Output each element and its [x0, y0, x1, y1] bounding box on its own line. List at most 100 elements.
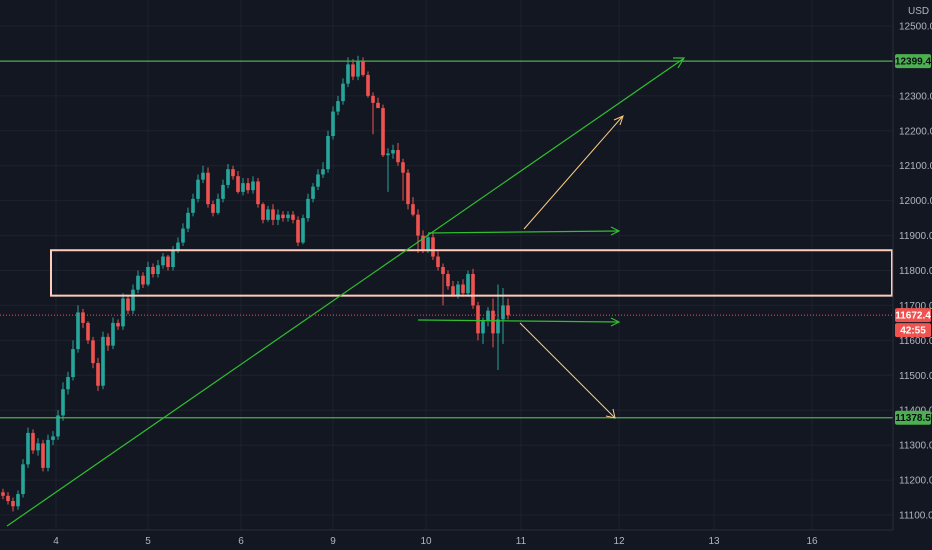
candle-body	[151, 267, 155, 274]
y-tick-label: 11200.0	[899, 476, 932, 487]
candle-body	[56, 415, 60, 437]
candle-body	[401, 162, 405, 173]
candle-body	[171, 249, 175, 268]
y-tick-label: 12500.0	[899, 22, 932, 33]
candle-body	[321, 169, 325, 175]
candle-body	[291, 214, 295, 220]
projection-down-arrowhead	[605, 408, 616, 419]
price-tag-box	[895, 410, 931, 425]
x-tick-label: 12	[613, 536, 625, 547]
candle-body	[271, 209, 275, 220]
candle-body	[486, 310, 490, 322]
candle-body	[426, 237, 430, 250]
candle-body	[461, 284, 465, 294]
candle-body	[326, 136, 330, 170]
projection-down-arrow[interactable]	[519, 322, 615, 418]
candle-body	[191, 198, 195, 213]
price-tag-box	[895, 308, 931, 323]
candle-body	[446, 273, 450, 287]
candle-body	[261, 204, 265, 220]
candle-body	[466, 273, 470, 294]
price-tag-box	[895, 323, 931, 338]
candle-body	[316, 174, 320, 187]
candle-body	[356, 60, 360, 77]
candle-body	[221, 184, 225, 199]
candle-body	[386, 153, 390, 156]
candle-body	[496, 319, 500, 334]
price-axis[interactable]: 11100.011200.011300.011400.011500.011600…	[899, 22, 932, 522]
candle-body	[116, 322, 120, 327]
candle-body	[76, 312, 80, 350]
candle-body	[16, 494, 20, 507]
trendline-arrow[interactable]	[6, 58, 684, 527]
y-tick-label: 11600.0	[899, 336, 932, 347]
candle-body	[371, 95, 375, 103]
candle-body	[166, 256, 170, 268]
candle-body	[301, 218, 305, 243]
candle-body	[46, 439, 50, 468]
candle-body	[176, 242, 180, 250]
x-tick-label: 10	[420, 536, 432, 547]
y-tick-label: 11100.0	[899, 511, 932, 522]
candle-body	[506, 305, 510, 316]
candle-body	[141, 275, 145, 285]
y-tick-label: 12000.0	[899, 196, 932, 207]
candle-body	[91, 340, 95, 364]
resistance-zone-rectangle[interactable]	[50, 249, 893, 297]
x-tick-label: 16	[806, 536, 818, 547]
candle-body	[136, 275, 140, 290]
y-tick-label: 12100.0	[899, 161, 932, 172]
candle-body	[471, 273, 475, 306]
candle-body	[346, 64, 350, 84]
candle-body	[66, 377, 70, 390]
candle-body	[126, 298, 130, 311]
candle-body	[36, 443, 40, 451]
y-tick-label: 11800.0	[899, 266, 932, 277]
candle-body	[351, 64, 355, 77]
price-tag-label: 11672.4	[895, 311, 931, 322]
candle-body	[416, 214, 420, 236]
lower-green-arrowhead	[610, 317, 621, 327]
candle-body	[411, 204, 415, 215]
candle-body	[241, 183, 245, 192]
candle-body	[456, 284, 460, 295]
candle-body	[216, 198, 220, 213]
candle-body	[226, 169, 230, 185]
candle-body	[366, 74, 370, 96]
candle-body	[131, 289, 135, 311]
x-tick-label: 11	[516, 536, 527, 547]
candle-body	[41, 443, 45, 468]
candle-body	[26, 432, 30, 465]
candle-body	[51, 436, 55, 440]
price-tags: 12399.4 11378.5 11672.4 42:55	[895, 54, 932, 425]
candle-body	[246, 183, 250, 191]
lower-green-arrow[interactable]	[417, 319, 619, 323]
time-axis[interactable]: 4 5 6 9 10 11 12 13 16	[53, 536, 818, 547]
candle-body	[391, 149, 395, 154]
projection-up-arrow[interactable]	[523, 116, 623, 230]
y-tick-label: 11300.0	[899, 441, 932, 452]
upper-green-arrowhead	[610, 226, 621, 236]
candle-body	[211, 204, 215, 213]
candle-body	[501, 305, 505, 320]
candle-body	[421, 235, 425, 250]
grid	[0, 0, 893, 530]
candle-body	[251, 181, 255, 191]
candle-body	[21, 464, 25, 495]
candle-body	[31, 432, 35, 451]
price-tag-label: 42:55	[900, 326, 926, 337]
candle-body	[61, 389, 65, 416]
drawings[interactable]	[0, 57, 893, 527]
candle-body	[206, 172, 210, 205]
candle-body	[341, 83, 345, 102]
candle-body	[96, 363, 100, 386]
candle-body	[441, 267, 445, 274]
x-tick-label: 5	[145, 536, 151, 547]
price-tag-box	[895, 54, 931, 69]
upper-green-arrow[interactable]	[427, 230, 619, 234]
currency-label: USD	[908, 6, 929, 17]
candle-body	[276, 214, 280, 220]
candle-body	[311, 186, 315, 199]
